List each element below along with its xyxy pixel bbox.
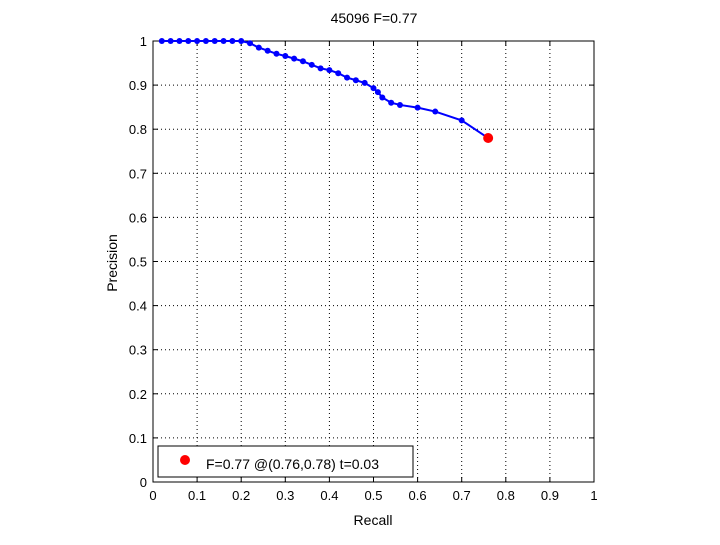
y-tick-label: 0.3	[129, 343, 147, 358]
x-tick-label: 0.4	[320, 488, 338, 503]
data-point	[414, 104, 421, 111]
x-tick-label: 0.3	[276, 488, 294, 503]
data-point	[388, 99, 395, 106]
y-tick-label: 0.1	[129, 431, 147, 446]
data-point	[247, 40, 254, 47]
legend-text: F=0.77 @(0.76,0.78) t=0.03	[206, 456, 379, 472]
grid	[153, 41, 594, 482]
x-tick-label: 0.2	[232, 488, 250, 503]
data-point	[308, 61, 315, 68]
data-point	[361, 79, 368, 86]
data-point	[458, 117, 465, 124]
data-point	[379, 94, 386, 101]
x-axis-label: Recall	[354, 512, 393, 528]
y-tick-label: 0.9	[129, 78, 147, 93]
data-point	[220, 38, 227, 44]
data-point	[299, 58, 306, 65]
data-point	[158, 38, 165, 44]
data-point	[335, 70, 342, 77]
x-tick-label: 0.9	[541, 488, 559, 503]
data-point	[352, 77, 359, 84]
y-axis-label: Precision	[104, 234, 120, 292]
data-point	[238, 38, 245, 44]
x-tick-label: 0.1	[188, 488, 206, 503]
x-tick-label: 0	[149, 488, 156, 503]
y-tick-label: 1	[140, 34, 147, 49]
y-tick-label: 0.2	[129, 387, 147, 402]
data-point	[255, 44, 262, 51]
axis-ticks: 0 0.1 0.2 0.3 0.4 0.5 0.6 0.7 0.8 0.9 1 0 0.1 0.2 0.3 0…	[129, 34, 598, 503]
x-tick-label: 0.5	[364, 488, 382, 503]
data-point	[326, 67, 333, 74]
data-point	[432, 108, 439, 115]
x-tick-label: 0.6	[409, 488, 427, 503]
best-f-point	[483, 133, 494, 144]
data-point	[344, 74, 351, 81]
data-point	[291, 55, 298, 62]
data-point	[202, 38, 209, 44]
x-tick-label: 0.8	[497, 488, 515, 503]
data-point	[211, 38, 218, 44]
chart-title: 45096 F=0.77	[331, 10, 418, 26]
y-tick-label: 0.8	[129, 122, 147, 137]
y-tick-label: 0.6	[129, 210, 147, 225]
y-tick-label: 0.5	[129, 255, 147, 270]
data-point	[185, 38, 192, 44]
data-point	[229, 38, 236, 44]
series-line	[161, 40, 489, 139]
data-point	[282, 52, 289, 59]
series-layer	[158, 38, 494, 144]
x-tick-label: 0.7	[453, 488, 471, 503]
data-point	[264, 47, 271, 54]
data-point	[317, 65, 324, 72]
data-point	[374, 89, 381, 96]
y-tick-label: 0.4	[129, 299, 147, 314]
y-tick-label: 0	[140, 475, 147, 490]
data-point	[396, 101, 403, 108]
x-tick-label: 1	[590, 488, 597, 503]
legend-box	[157, 445, 414, 478]
data-point	[176, 38, 183, 44]
legend-marker	[180, 455, 190, 465]
data-point	[167, 38, 174, 44]
data-point	[273, 50, 280, 57]
y-tick-label: 0.7	[129, 166, 147, 181]
data-point	[194, 38, 201, 44]
data-point	[370, 85, 377, 92]
legend: F=0.77 @(0.76,0.78) t=0.03	[157, 445, 414, 478]
